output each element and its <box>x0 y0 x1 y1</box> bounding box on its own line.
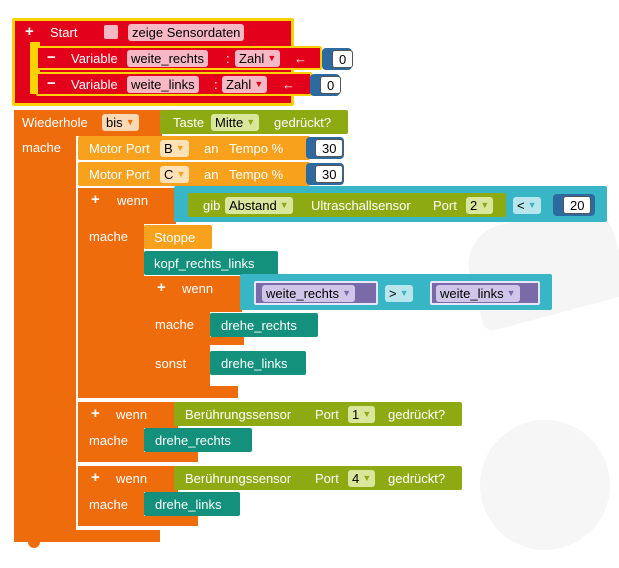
loop-bottom-bar <box>14 530 160 542</box>
if-expand-plus-icon[interactable]: + <box>91 191 100 208</box>
remove-variable-icon[interactable]: − <box>47 49 56 66</box>
motor-on-label: an <box>204 167 219 182</box>
variable-type-dropdown[interactable]: Zahl ▼ <box>222 76 268 93</box>
variable-getter-dropdown[interactable]: weite_rechts ▼ <box>262 285 355 302</box>
key-suffix: gedrückt? <box>274 115 332 130</box>
variable-keyword: Variable <box>71 51 118 66</box>
procedure-call-label: drehe_rechts <box>155 433 231 448</box>
procedure-call-label: kopf_rechts_links <box>154 256 255 271</box>
sensor-label: Ultraschallsensor <box>311 198 411 213</box>
if-block-left-bar <box>78 466 144 524</box>
compare-operator-dropdown[interactable]: < ▼ <box>513 197 541 214</box>
variable-value-input[interactable]: 0 <box>320 76 342 94</box>
stop-block[interactable] <box>144 225 212 249</box>
remove-variable-icon[interactable]: − <box>47 75 56 92</box>
measure-dropdown[interactable]: Abstand ▼ <box>225 197 293 214</box>
loop-bottom-notch <box>28 542 40 548</box>
motor-on-label: an <box>204 141 219 156</box>
call-drehe-links-block[interactable] <box>144 492 240 516</box>
repeat-do-label: mache <box>22 140 62 155</box>
touch-sensor-label: Berührungssensor <box>185 407 292 422</box>
if-block-bottom <box>78 452 198 462</box>
key-label: Taste <box>173 115 205 130</box>
motor-port-label: Motor Port <box>89 167 150 182</box>
variable-keyword: Variable <box>71 77 118 92</box>
variable-name-field[interactable]: weite_links <box>127 76 199 93</box>
variable-colon: : <box>226 51 230 66</box>
procedure-call-label: drehe_links <box>155 497 222 512</box>
key-dropdown[interactable]: Mitte ▼ <box>211 114 260 131</box>
sensor-port-dropdown[interactable]: 4 ▼ <box>348 470 376 487</box>
motor-speed-label: Tempo % <box>229 167 284 182</box>
if-else-label: sonst <box>155 356 187 371</box>
port-label: Port <box>315 471 339 486</box>
if-block-left-bar <box>78 188 144 398</box>
if-label: wenn <box>116 471 148 486</box>
call-kopf-rechts-links-block[interactable] <box>144 251 278 275</box>
pressed-suffix: gedrückt? <box>388 407 446 422</box>
touch-sensor-condition[interactable] <box>174 402 462 426</box>
start-label: Start <box>50 25 78 40</box>
call-drehe-rechts-block[interactable] <box>144 428 252 452</box>
if-label: wenn <box>116 407 148 422</box>
stop-label: Stoppe <box>154 230 196 245</box>
if-else-left-bar <box>144 276 210 388</box>
procedure-call-label: drehe_links <box>221 356 288 371</box>
if-expand-plus-icon[interactable]: + <box>157 279 166 296</box>
sensor-port-dropdown[interactable]: 1 ▼ <box>348 406 376 423</box>
if-block-bottom <box>78 386 238 398</box>
assign-arrow: ← <box>282 77 295 92</box>
get-label: gib <box>203 198 221 213</box>
variable-getter-dropdown[interactable]: weite_links ▼ <box>436 285 520 302</box>
variable-value-input[interactable]: 0 <box>332 50 354 68</box>
repeat-mode-dropdown[interactable]: bis ▼ <box>102 114 139 131</box>
if-expand-plus-icon[interactable]: + <box>91 405 100 422</box>
port-label: Port <box>433 198 457 213</box>
if-do-label: mache <box>155 317 195 332</box>
robot-watermark-wheel <box>480 420 610 550</box>
motor-port-dropdown[interactable]: B ▼ <box>160 140 189 157</box>
sensor-port-dropdown[interactable]: 2 ▼ <box>466 197 494 214</box>
call-drehe-links-block[interactable] <box>210 351 306 375</box>
touch-sensor-condition[interactable] <box>174 466 462 490</box>
if-block-bottom <box>78 516 198 526</box>
start-expand-plus-icon[interactable]: + <box>25 23 34 40</box>
show-sensor-data-label: zeige Sensordaten <box>128 24 245 41</box>
procedure-call-label: drehe_rechts <box>221 318 297 333</box>
variable-name-field[interactable]: weite_rechts <box>127 50 208 67</box>
call-drehe-rechts-block[interactable] <box>210 313 318 337</box>
motor-port-b-block[interactable] <box>78 136 310 160</box>
variable-type-dropdown[interactable]: Zahl ▼ <box>235 50 281 67</box>
motor-port-dropdown[interactable]: C ▼ <box>160 166 190 183</box>
motor-speed-label: Tempo % <box>229 141 284 156</box>
motor-speed-input[interactable]: 30 <box>315 139 344 157</box>
pressed-suffix: gedrückt? <box>388 471 446 486</box>
show-sensor-data-checkbox[interactable] <box>104 25 118 39</box>
motor-port-c-block[interactable] <box>78 162 310 186</box>
if-label: wenn <box>117 193 149 208</box>
compare-operator-dropdown[interactable]: > ▼ <box>385 285 413 302</box>
loop-left-bar <box>14 110 76 542</box>
variable-colon: : <box>214 77 218 92</box>
touch-sensor-label: Berührungssensor <box>185 471 292 486</box>
repeat-label: Wiederhole <box>22 115 88 130</box>
if-else-mid-bar <box>144 337 244 345</box>
if-label: wenn <box>182 281 214 296</box>
assign-arrow: ← <box>294 51 307 66</box>
if-do-label: mache <box>89 433 129 448</box>
variable-declarations-area <box>30 42 40 94</box>
motor-speed-input[interactable]: 30 <box>315 165 344 183</box>
motor-port-label: Motor Port <box>89 141 150 156</box>
port-label: Port <box>315 407 339 422</box>
if-expand-plus-icon[interactable]: + <box>91 469 100 486</box>
if-do-label: mache <box>89 497 129 512</box>
distance-threshold-input[interactable]: 20 <box>563 196 592 214</box>
if-block-left-bar <box>78 402 144 460</box>
if-do-label: mache <box>89 229 129 244</box>
